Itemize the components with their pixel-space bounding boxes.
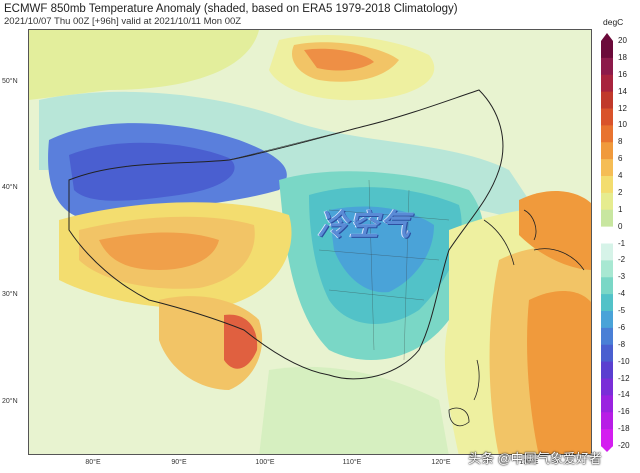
colorbar-segment: [601, 159, 613, 177]
colorbar-segment: [601, 57, 613, 76]
colorbar-tick-label: -20: [618, 441, 630, 450]
colorbar-tick-label: 12: [618, 103, 627, 113]
colorbar-tick-label: -5: [618, 306, 626, 315]
colorbar-tick-label: 8: [618, 137, 623, 147]
colorbar-tick-label: -14: [618, 390, 630, 400]
colorbar-segment: [601, 243, 613, 261]
colorbar-segment: [601, 429, 613, 447]
colorbar-extend-bottom: [601, 446, 613, 452]
lon-label-80e: 80°E: [85, 459, 101, 466]
colorbar-tick-label: 1: [618, 204, 623, 214]
colorbar-tick-label: -18: [618, 424, 630, 434]
colorbar-tick-label: -6: [618, 322, 626, 332]
colorbar-tick-label: 4: [618, 171, 623, 180]
lon-label-120e: 120°E: [431, 459, 451, 466]
colorbar-segment: [601, 125, 613, 143]
colorbar-segment: [601, 260, 613, 278]
colorbar-tick-label: -16: [618, 407, 630, 417]
colorbar-segment: [601, 277, 613, 295]
colorbar-segment: [601, 192, 613, 211]
colorbar-tick-label: 10: [618, 120, 627, 130]
colorbar-segment: [601, 344, 613, 363]
colorbar-segment: [601, 395, 613, 413]
colorbar-tick-label: -12: [618, 373, 630, 383]
colorbar-segment: [601, 327, 613, 346]
lat-label-40n: 40°N: [2, 184, 18, 191]
colorbar-tick-label: -10: [618, 356, 630, 366]
colorbar-tick-label: 2: [618, 187, 623, 197]
map-title: ECMWF 850mb Temperature Anomaly (shaded,…: [4, 3, 458, 15]
lat-label-30n: 30°N: [2, 291, 18, 298]
colorbar-tick-label: 6: [618, 154, 623, 164]
colorbar-tick-label: 20: [618, 36, 627, 45]
cold-air-annotation: 冷空气: [318, 209, 411, 242]
lon-label-130e: 130°E: [519, 459, 539, 466]
watermark: 头条 @中国气象爱好者: [468, 451, 602, 466]
colorbar-segment: [601, 361, 613, 379]
anomaly-shading: [29, 30, 591, 454]
colorbar-tick-label: 16: [618, 69, 627, 79]
colorbar-segment: [601, 226, 613, 244]
anomaly-map: [28, 29, 592, 455]
colorbar-tick-label: -3: [618, 272, 626, 282]
colorbar-segment: [601, 41, 613, 59]
colorbar-segment: [601, 142, 613, 160]
colorbar-segment: [601, 74, 613, 93]
lat-label-20n: 20°N: [2, 398, 18, 405]
lon-label-100e: 100°E: [255, 459, 275, 466]
colorbar-extend-top: [601, 33, 613, 41]
colorbar-segment: [601, 412, 613, 430]
colorbar-segment: [601, 108, 613, 126]
colorbar-tick-label: -8: [618, 339, 626, 349]
colorbar-segment: [601, 91, 613, 109]
colorbar-segment: [601, 311, 613, 329]
lat-label-50n: 50°N: [2, 78, 18, 85]
colorbar-segment: [601, 378, 613, 396]
colorbar-tick-label: -4: [618, 289, 626, 299]
colorbar-segment: [601, 176, 613, 194]
colorbar-tick-label: -1: [618, 238, 626, 248]
colorbar-tick-label: 14: [618, 86, 627, 96]
lon-label-90e: 90°E: [171, 459, 187, 466]
map-subtitle: 2021/10/07 Thu 00Z [+96h] valid at 2021/…: [4, 16, 242, 27]
colorbar-tick-label: 18: [618, 52, 627, 62]
colorbar-segment: [601, 294, 613, 312]
lon-label-110e: 110°E: [342, 459, 362, 466]
colorbar-tick-label: -2: [618, 255, 626, 265]
colorbar-tick-label: 0: [618, 221, 623, 231]
colorbar-segment: [601, 209, 613, 228]
colorbar: [601, 33, 613, 452]
colorbar-unit: degC: [603, 17, 624, 27]
